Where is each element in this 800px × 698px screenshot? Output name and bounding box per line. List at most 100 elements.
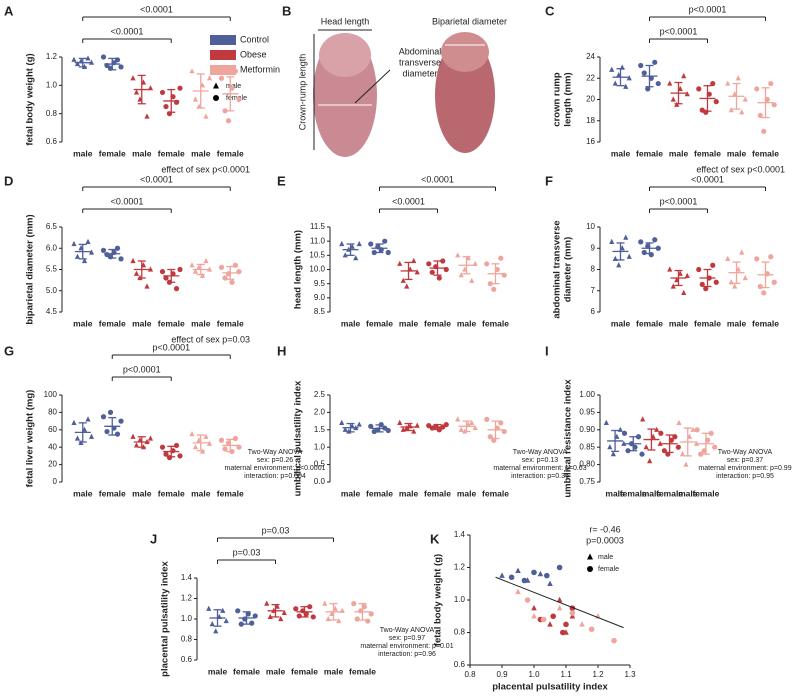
y-axis-label: fetal liver weight (mg) (25, 390, 36, 488)
note: Two-Way ANOVA (380, 627, 435, 634)
point (739, 249, 745, 255)
point (133, 89, 140, 95)
point (652, 237, 658, 243)
point (550, 613, 556, 620)
panel-label: H (277, 343, 286, 358)
point (209, 621, 215, 627)
x-tick-label: female (366, 488, 393, 498)
x-tick-label: male (324, 666, 344, 676)
point (85, 416, 91, 422)
point (159, 269, 166, 275)
point (569, 610, 576, 616)
x-tick-label: 0.8 (464, 670, 476, 679)
point (556, 564, 563, 571)
y-axis-label: umbilical pulsatility index (293, 380, 304, 496)
y-tick-label: 0.8 (181, 635, 193, 644)
point (607, 444, 613, 450)
point (133, 442, 140, 448)
x-tick-label: female (233, 666, 260, 676)
note: sex: p=0.13 (522, 457, 558, 464)
x-tick-label: female (694, 318, 721, 328)
point (118, 418, 124, 424)
note: interaction: p=0.36 (511, 473, 569, 480)
point (235, 608, 241, 614)
x-tick-label: male (399, 318, 419, 328)
y-tick-label: 0.90 (579, 425, 595, 434)
y-tick-label: 1.2 (46, 52, 58, 61)
point (104, 428, 110, 435)
point (249, 620, 255, 626)
note: Two-Way ANOVA (513, 449, 568, 456)
point (356, 240, 362, 247)
note: maternal environment: p=0.63 (493, 465, 586, 472)
note: interaction: p=0.96 (378, 651, 436, 658)
point (616, 262, 622, 268)
x-tick-label: male (208, 666, 228, 676)
y-tick-label: 0.95 (579, 408, 595, 417)
x-tick-label: female (752, 318, 779, 328)
point (71, 56, 77, 62)
point (690, 426, 696, 432)
x-tick-label: female (291, 666, 318, 676)
point (742, 96, 748, 102)
point (218, 264, 225, 270)
point (443, 421, 449, 428)
point (739, 109, 745, 115)
point (754, 256, 760, 262)
point (725, 255, 731, 261)
point (206, 266, 213, 272)
point (626, 253, 632, 259)
note: maternal environment: p=0.01 (360, 643, 453, 650)
panel-label: G (4, 343, 14, 358)
point (147, 435, 154, 441)
y-axis-label: placental pulsatility index (160, 560, 171, 676)
point (368, 423, 374, 429)
x-tick-label: female (692, 488, 719, 498)
point (515, 588, 521, 595)
bracket-label: p<0.0001 (152, 342, 190, 352)
point (556, 604, 563, 611)
point (203, 257, 209, 264)
point (537, 570, 544, 577)
point (85, 55, 91, 61)
y-tick-label: 11.5 (310, 222, 326, 231)
x-tick-label: female (349, 666, 376, 676)
point (322, 600, 328, 606)
x-tick-label: male (341, 318, 361, 328)
point (100, 247, 107, 253)
point (455, 252, 461, 258)
x-tick-label: female (694, 148, 721, 158)
photo-label: Abdominal (399, 46, 442, 56)
point (159, 89, 166, 96)
x-tick-label: male (132, 318, 152, 328)
point (694, 427, 700, 433)
y-tick-label: 5.0 (46, 286, 58, 295)
x-tick-label: male (191, 318, 211, 328)
x-tick-label: male (266, 666, 286, 676)
point (675, 444, 681, 450)
point (296, 613, 302, 619)
y-tick-label: 1.0 (454, 595, 466, 604)
point (232, 435, 239, 442)
y-tick-label: 7 (591, 286, 596, 295)
point (757, 112, 763, 119)
point (85, 238, 91, 244)
point (264, 600, 270, 606)
point (654, 426, 660, 432)
panel-label: I (545, 343, 549, 358)
bracket-label: p<0.0001 (123, 364, 161, 374)
x-tick-label: male (605, 488, 625, 498)
y-axis-label: head length (mm) (293, 230, 304, 309)
point (353, 255, 359, 261)
point (203, 433, 209, 439)
bracket-label: <0.0001 (111, 26, 144, 36)
point (71, 240, 77, 247)
panel-label: A (4, 3, 14, 18)
y-tick-label: 6.5 (46, 222, 58, 231)
point (621, 430, 628, 436)
bracket-label: <0.0001 (111, 196, 144, 206)
point (192, 96, 199, 102)
point (458, 426, 464, 432)
bracket-label: p<0.0001 (660, 196, 698, 206)
y-tick-label: 1.4 (181, 573, 193, 582)
